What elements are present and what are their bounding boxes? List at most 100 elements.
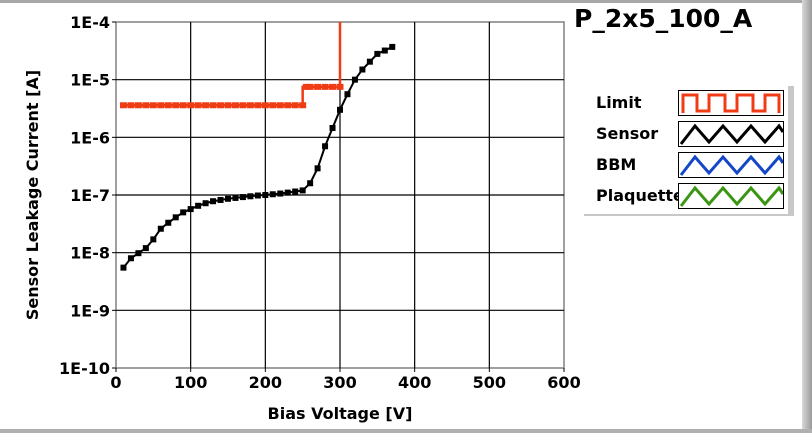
sensor-point <box>217 196 224 203</box>
limit-point <box>284 102 292 109</box>
sensor-point <box>135 250 142 257</box>
sensor-point <box>262 192 269 198</box>
sensor-point <box>284 189 291 196</box>
limit-point <box>217 102 225 109</box>
sensor-point <box>165 219 172 226</box>
plot-legend[interactable]: Limit Sensor BBM Plaquette <box>584 86 794 216</box>
sensor-point <box>374 50 381 57</box>
sensor-point <box>172 214 179 221</box>
limit-point <box>246 102 254 109</box>
legend-swatch-bbm[interactable] <box>678 152 784 178</box>
legend-swatch-sensor[interactable] <box>678 121 784 147</box>
sensor-point <box>322 143 329 150</box>
x-tick-label: 100 <box>174 373 207 392</box>
legend-item-bbm[interactable]: BBM <box>584 150 788 180</box>
sensor-point <box>232 194 239 201</box>
limit-point <box>157 102 165 109</box>
limit-point <box>149 102 157 109</box>
x-tick-label: 0 <box>110 373 121 392</box>
sensor-point <box>277 190 284 197</box>
limit-point <box>239 102 247 109</box>
sensor-point <box>389 43 396 50</box>
x-tick-label: 600 <box>547 373 580 392</box>
limit-point <box>269 102 277 109</box>
limit-point <box>302 83 310 90</box>
limit-point <box>261 102 269 109</box>
y-tick-label: 1E-9 <box>70 301 110 320</box>
sensor-point <box>366 58 373 65</box>
sensor-point <box>329 125 336 132</box>
sensor-point <box>157 225 164 232</box>
axis-ticks: 0 100 200 300 400 500 600 1E-4 1E-5 1E-6 1E-7 1E-8 1… <box>59 13 581 392</box>
legend-label: Plaquette <box>596 186 684 205</box>
limit-point <box>329 83 337 90</box>
legend-swatch-limit[interactable] <box>678 90 784 116</box>
legend-label: Limit <box>596 93 642 112</box>
y-tick-label: 1E-7 <box>70 186 110 205</box>
x-tick-label: 400 <box>398 373 431 392</box>
limit-point <box>209 102 217 109</box>
chart-title: P_2x5_100_A <box>574 4 753 33</box>
legend-label: Sensor <box>596 124 659 143</box>
limit-point <box>306 83 314 90</box>
sensor-point <box>142 245 149 252</box>
sensor-point <box>120 264 127 271</box>
sensor-point <box>180 209 187 216</box>
limit-point <box>336 83 344 90</box>
zigzag-icon <box>679 185 783 207</box>
panel-right-border <box>802 0 812 433</box>
sensor-point <box>225 195 231 202</box>
limit-point <box>276 102 284 109</box>
limit-point <box>291 102 299 109</box>
sensor-point <box>247 193 254 200</box>
sensor-point <box>202 200 209 207</box>
sensor-point <box>307 180 314 187</box>
sensor-point <box>269 191 276 198</box>
limit-point <box>119 102 127 109</box>
y-tick-label: 1E-6 <box>70 128 110 147</box>
sensor-point <box>359 66 366 73</box>
sensor-point <box>150 236 157 243</box>
legend-item-limit[interactable]: Limit <box>584 88 788 118</box>
sensor-point <box>351 76 358 83</box>
limit-point <box>231 102 239 109</box>
limit-point <box>321 83 329 90</box>
square-wave-icon <box>681 93 781 113</box>
panel-bottom-border <box>0 429 812 433</box>
x-tick-label: 300 <box>323 373 356 392</box>
limit-point <box>172 102 180 109</box>
y-tick-label: 1E-5 <box>70 71 110 90</box>
sensor-point <box>127 255 134 262</box>
x-axis-label: Bias Voltage [V] <box>268 404 413 423</box>
limit-point <box>314 83 322 90</box>
legend-swatch-plaquette[interactable] <box>678 183 784 209</box>
y-axis-label: Sensor Leakage Current [A] <box>23 70 42 320</box>
legend-label: BBM <box>596 155 637 174</box>
sensor-point <box>344 91 351 98</box>
sensor-point <box>254 192 261 199</box>
limit-point <box>187 102 195 109</box>
sensor-point <box>314 165 321 172</box>
limit-point <box>254 102 262 109</box>
legend-item-plaquette[interactable]: Plaquette <box>584 181 788 211</box>
limit-point <box>224 102 232 109</box>
zigzag-icon <box>679 123 783 145</box>
zigzag-icon <box>679 154 783 176</box>
series <box>119 22 396 271</box>
limit-point <box>134 102 142 109</box>
sensor-point <box>337 106 343 113</box>
limit-point <box>179 102 187 109</box>
limit-point <box>194 102 202 109</box>
x-tick-label: 500 <box>473 373 506 392</box>
sensor-point <box>195 202 202 209</box>
limit-point <box>299 102 307 109</box>
y-tick-label: 1E-4 <box>70 13 110 32</box>
limit-point <box>202 102 210 109</box>
limit-point <box>164 102 172 109</box>
sensor-point <box>381 47 388 54</box>
sensor-point <box>299 187 306 194</box>
limit-point <box>127 102 135 109</box>
legend-item-sensor[interactable]: Sensor <box>584 119 788 149</box>
sensor-point <box>210 198 217 205</box>
